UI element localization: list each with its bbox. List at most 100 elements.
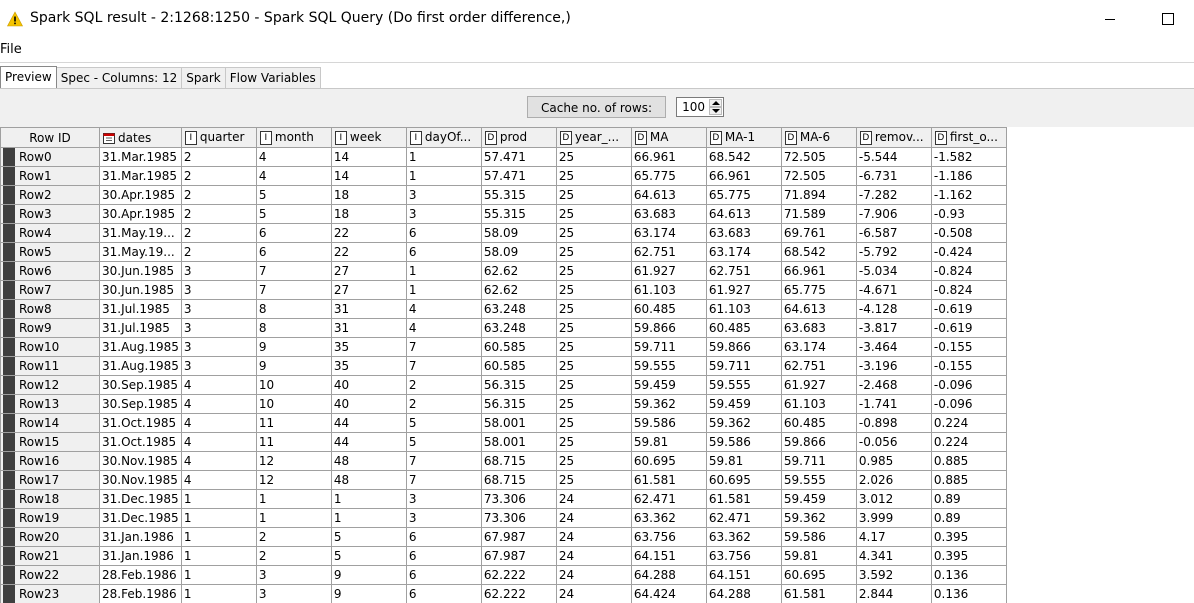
table-cell: 55.315: [480, 185, 557, 205]
table-cell: 31.Oct.1985: [99, 413, 182, 433]
table-cell: -1.162: [930, 185, 1007, 205]
table-row[interactable]: Row18 31.Dec.1985 1 1 1 3 73.306 24 62.471 61.581…: [0, 489, 1007, 509]
menu-bar: File: [0, 40, 1194, 61]
table-cell: 61.103: [630, 280, 707, 300]
table-cell: -5.034: [855, 261, 932, 281]
column-header[interactable]: Row ID: [0, 127, 100, 148]
maximize-icon: [1162, 13, 1174, 25]
table-cell: 44: [330, 413, 407, 433]
column-header[interactable]: dates: [99, 127, 182, 148]
table-cell: 25: [555, 223, 632, 243]
table-cell: 25: [555, 451, 632, 471]
table-cell: 0.395: [930, 546, 1007, 566]
table-cell: 59.711: [705, 356, 782, 376]
table-cell: 24: [555, 565, 632, 585]
table-cell: 60.695: [630, 451, 707, 471]
table-row[interactable]: Row4 31.May.19... 2 6 22 6 58.09 25 63.174 63.683…: [0, 223, 1007, 243]
cache-rows-spinner[interactable]: 100: [676, 97, 724, 117]
table-row[interactable]: Row7 30.Jun.1985 3 7 27 1 62.62 25 61.103 61.927 6…: [0, 280, 1007, 300]
table-cell: 4: [255, 147, 332, 167]
tab-spark[interactable]: Spark: [182, 67, 226, 89]
table-row[interactable]: Row3 30.Apr.1985 2 5 18 3 55.315 25 63.683 64.613…: [0, 204, 1007, 224]
table-row[interactable]: Row5 31.May.19... 2 6 22 6 58.09 25 62.751 63.174…: [0, 242, 1007, 262]
table-cell: -0.096: [930, 375, 1007, 395]
table-cell: 1: [330, 489, 407, 509]
table-row[interactable]: Row14 31.Oct.1985 4 11 44 5 58.001 25 59.586 59.3…: [0, 413, 1007, 433]
column-header[interactable]: D MA-6: [780, 127, 857, 148]
table-row[interactable]: Row23 28.Feb.1986 1 3 9 6 62.222 24 64.424 64.288…: [0, 584, 1007, 603]
table-cell: 62.471: [630, 489, 707, 509]
table-row[interactable]: Row11 31.Aug.1985 3 9 35 7 60.585 25 59.555 59.71…: [0, 356, 1007, 376]
table-row[interactable]: Row0 31.Mar.1985 2 4 14 1 57.471 25 66.961 68.542…: [0, 147, 1007, 167]
table-cell: 3: [405, 204, 482, 224]
table-cell: 62.62: [480, 261, 557, 281]
column-header-label: MA-1: [724, 130, 756, 145]
table-cell: 61.927: [780, 375, 857, 395]
table-cell: 59.362: [705, 413, 782, 433]
table-cell: 4: [180, 394, 257, 414]
table-row[interactable]: Row12 30.Sep.1985 4 10 40 2 56.315 25 59.459 59.5…: [0, 375, 1007, 395]
minimize-button[interactable]: [1087, 4, 1133, 34]
table-cell: 30.Nov.1985: [99, 470, 182, 490]
table-row[interactable]: Row22 28.Feb.1986 1 3 9 6 62.222 24 64.288 64.151…: [0, 565, 1007, 585]
table-cell: 6: [255, 223, 332, 243]
tab-bar: Preview Spec - Columns: 12 Spark Flow Va…: [0, 66, 321, 89]
table-cell: 1: [180, 546, 257, 566]
table-cell: 63.756: [705, 546, 782, 566]
spin-up-icon[interactable]: [709, 99, 722, 107]
table-cell: 68.715: [480, 470, 557, 490]
table-cell: 6: [405, 546, 482, 566]
row-id-label: Row15: [19, 435, 60, 449]
table-cell: 31.Jul.1985: [99, 299, 182, 319]
tab-preview[interactable]: Preview: [0, 66, 57, 89]
column-header[interactable]: D MA: [630, 127, 707, 148]
table-cell: 63.362: [630, 508, 707, 528]
table-row[interactable]: Row15 31.Oct.1985 4 11 44 5 58.001 25 59.81 59.58…: [0, 432, 1007, 452]
row-id-label: Row5: [19, 245, 52, 259]
tab-flow-variables[interactable]: Flow Variables: [225, 67, 321, 89]
table-row[interactable]: Row6 30.Jun.1985 3 7 27 1 62.62 25 61.927 62.751 6…: [0, 261, 1007, 281]
table-row[interactable]: Row1 31.Mar.1985 2 4 14 1 57.471 25 65.775 66.961…: [0, 166, 1007, 186]
cache-rows-button[interactable]: Cache no. of rows:: [527, 96, 666, 118]
table-cell: 11: [255, 413, 332, 433]
table-row[interactable]: Row20 31.Jan.1986 1 2 5 6 67.987 24 63.756 63.362…: [0, 527, 1007, 547]
table-row[interactable]: Row10 31.Aug.1985 3 9 35 7 60.585 25 59.711 59.86…: [0, 337, 1007, 357]
table-cell: 4: [180, 375, 257, 395]
table-row[interactable]: Row9 31.Jul.1985 3 8 31 4 63.248 25 59.866 60.485…: [0, 318, 1007, 338]
table-cell: 3.012: [855, 489, 932, 509]
table-row[interactable]: Row16 30.Nov.1985 4 12 48 7 68.715 25 60.695 59.8…: [0, 451, 1007, 471]
column-header-label: year_...: [574, 130, 620, 145]
table-row[interactable]: Row19 31.Dec.1985 1 1 1 3 73.306 24 63.362 62.471…: [0, 508, 1007, 528]
column-header-label: quarter: [199, 130, 245, 145]
warning-icon: [7, 11, 23, 27]
tab-spec[interactable]: Spec - Columns: 12: [56, 67, 183, 89]
table-cell: 59.711: [780, 451, 857, 471]
table-cell: 68.715: [480, 451, 557, 471]
menu-file[interactable]: File: [0, 42, 22, 57]
table-cell: 18: [330, 204, 407, 224]
table-row[interactable]: Row13 30.Sep.1985 4 10 40 2 56.315 25 59.362 59.4…: [0, 394, 1007, 414]
spin-down-icon[interactable]: [709, 107, 722, 115]
column-header[interactable]: D MA-1: [705, 127, 782, 148]
table-row[interactable]: Row2 30.Apr.1985 2 5 18 3 55.315 25 64.613 65.775…: [0, 185, 1007, 205]
table-cell: 25: [555, 261, 632, 281]
table-row[interactable]: Row8 31.Jul.1985 3 8 31 4 63.248 25 60.485 61.103…: [0, 299, 1007, 319]
table-row[interactable]: Row21 31.Jan.1986 1 2 5 6 67.987 24 64.151 63.756…: [0, 546, 1007, 566]
table-cell: 59.362: [780, 508, 857, 528]
table-cell: 7: [405, 356, 482, 376]
row-marker-icon: [3, 471, 15, 489]
maximize-button[interactable]: [1145, 4, 1191, 34]
cache-rows-value[interactable]: 100: [682, 100, 705, 114]
table-cell: 24: [555, 584, 632, 603]
table-row[interactable]: Row17 30.Nov.1985 4 12 48 7 68.715 25 61.581 60.6…: [0, 470, 1007, 490]
row-id-cell: Row22: [0, 565, 100, 585]
table-cell: -0.824: [930, 261, 1007, 281]
